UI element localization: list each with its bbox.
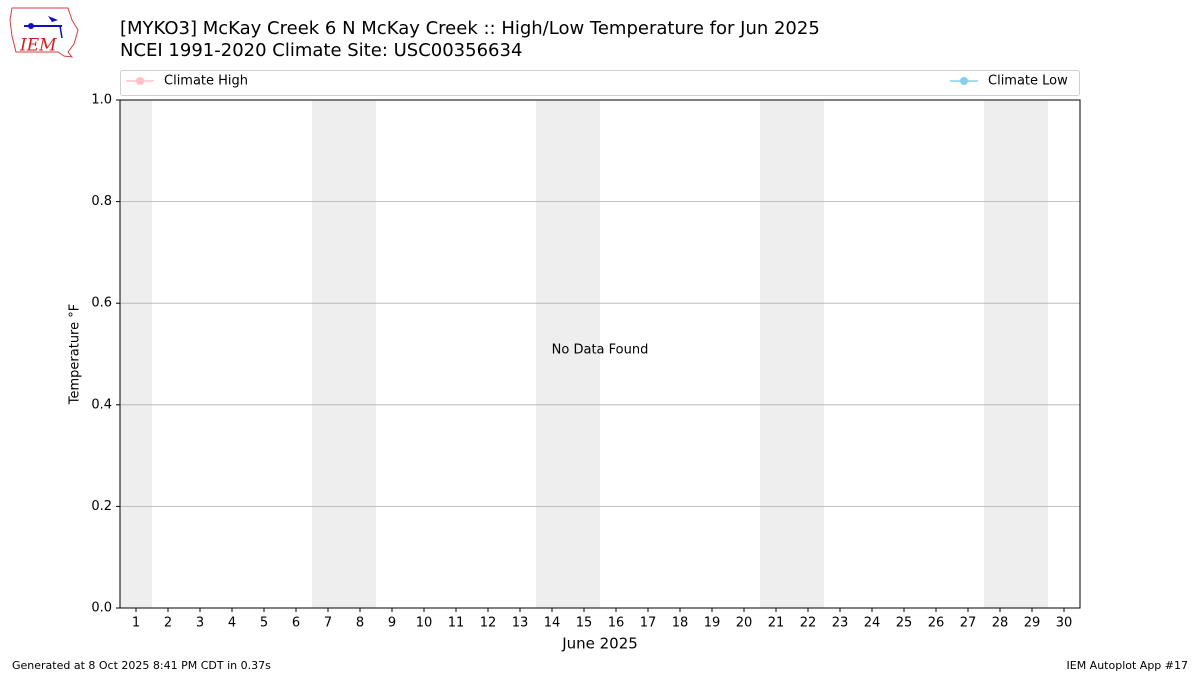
footer-right: IEM Autoplot App #17 — [1067, 659, 1189, 672]
x-tick-label: 3 — [196, 616, 204, 631]
x-tick-label: 24 — [864, 616, 881, 631]
x-tick-label: 23 — [832, 616, 849, 631]
x-tick-label: 30 — [1056, 616, 1073, 631]
x-tick-label: 5 — [260, 616, 268, 631]
weekend-shade — [984, 100, 1048, 608]
logo: IEM — [9, 7, 79, 58]
x-tick-label: 11 — [448, 616, 465, 631]
y-tick-label: 1.0 — [91, 93, 112, 108]
x-tick-label: 25 — [896, 616, 913, 631]
logo-text: IEM — [19, 36, 57, 56]
y-tick-label: 0.4 — [91, 397, 112, 412]
x-tick-label: 17 — [640, 616, 657, 631]
legend-label: Climate High — [164, 74, 248, 89]
y-tick-label: 0.8 — [91, 194, 112, 209]
annotation: No Data Found — [552, 343, 649, 358]
x-tick-label: 21 — [768, 616, 785, 631]
y-tick-label: 0.6 — [91, 296, 112, 311]
y-tick-label: 0.0 — [91, 601, 112, 616]
x-tick-label: 15 — [576, 616, 593, 631]
weekend-shade — [536, 100, 600, 608]
chart-title: [MYKO3] McKay Creek 6 N McKay Creek :: H… — [120, 18, 820, 39]
legend-marker — [960, 77, 968, 85]
plot-frame — [119, 99, 1081, 609]
weekend-shade — [120, 100, 152, 608]
x-tick-label: 6 — [292, 616, 300, 631]
footer-left: Generated at 8 Oct 2025 8:41 PM CDT in 0… — [12, 659, 271, 672]
weekend-shade — [760, 100, 824, 608]
x-tick-label: 8 — [356, 616, 364, 631]
x-tick-label: 18 — [672, 616, 689, 631]
x-tick-label: 13 — [512, 616, 529, 631]
chart-subtitle: NCEI 1991-2020 Climate Site: USC00356634 — [120, 40, 522, 61]
x-tick-label: 14 — [544, 616, 561, 631]
x-tick-label: 28 — [992, 616, 1009, 631]
x-tick-label: 9 — [388, 616, 396, 631]
x-tick-label: 2 — [164, 616, 172, 631]
x-tick-label: 16 — [608, 616, 625, 631]
x-tick-label: 1 — [132, 616, 140, 631]
x-axis-label: June 2025 — [561, 635, 638, 653]
x-tick-label: 26 — [928, 616, 945, 631]
legend-label: Climate Low — [988, 74, 1068, 89]
x-tick-label: 20 — [736, 616, 753, 631]
y-tick-label: 0.2 — [91, 499, 112, 514]
legend — [120, 70, 1080, 96]
x-tick-label: 12 — [480, 616, 497, 631]
weekend-shade — [312, 100, 376, 608]
y-axis-label: Temperature °F — [68, 304, 83, 405]
x-tick-label: 29 — [1024, 616, 1041, 631]
x-tick-label: 7 — [324, 616, 332, 631]
x-tick-label: 22 — [800, 616, 817, 631]
x-tick-label: 27 — [960, 616, 977, 631]
x-tick-label: 19 — [704, 616, 721, 631]
x-tick-label: 10 — [416, 616, 433, 631]
legend-marker — [136, 77, 144, 85]
x-tick-label: 4 — [228, 616, 236, 631]
